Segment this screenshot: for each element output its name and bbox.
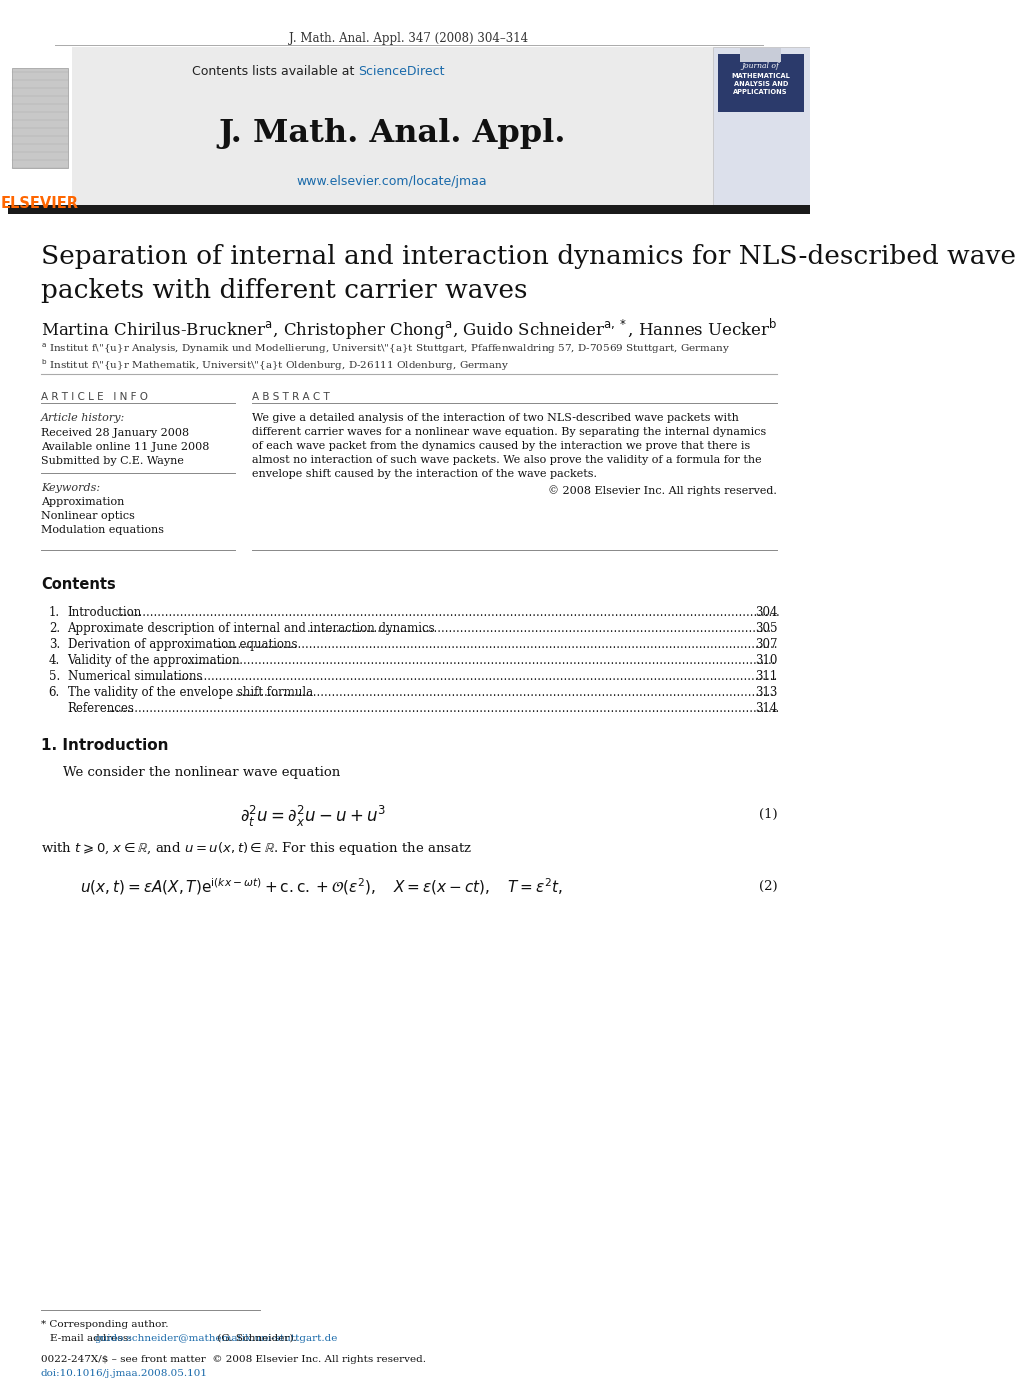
- Bar: [713, 48, 810, 206]
- Text: Nonlinear optics: Nonlinear optics: [41, 512, 135, 521]
- Text: Submitted by C.E. Wayne: Submitted by C.E. Wayne: [41, 456, 183, 466]
- Text: Article history:: Article history:: [41, 412, 125, 424]
- Text: Approximate description of internal and interaction dynamics: Approximate description of internal and …: [68, 622, 435, 635]
- Text: Validity of the approximation: Validity of the approximation: [68, 654, 241, 667]
- Text: $u(x,t) = \varepsilon A(X,T)\mathrm{e}^{\mathrm{i}(kx-\omega t)} + \mathrm{c.c.}: $u(x,t) = \varepsilon A(X,T)\mathrm{e}^{…: [80, 877, 563, 896]
- Text: ELSEVIER: ELSEVIER: [0, 196, 78, 211]
- Text: 304: 304: [755, 605, 777, 619]
- Text: ................................................................................: ........................................…: [153, 670, 778, 684]
- Text: E-mail address:: E-mail address:: [50, 1334, 135, 1343]
- Text: (G. Schneider).: (G. Schneider).: [214, 1334, 297, 1343]
- Text: guido.schneider@mathematik.uni-stuttgart.de: guido.schneider@mathematik.uni-stuttgart…: [95, 1334, 338, 1343]
- Text: 1. Introduction: 1. Introduction: [41, 738, 168, 754]
- Text: ................................................................................: ........................................…: [117, 605, 780, 619]
- Text: A R T I C L E   I N F O: A R T I C L E I N F O: [41, 391, 147, 403]
- Text: 310: 310: [755, 654, 777, 667]
- Text: We consider the nonlinear wave equation: We consider the nonlinear wave equation: [62, 766, 340, 779]
- Text: * Corresponding author.: * Corresponding author.: [41, 1320, 168, 1329]
- Text: 307: 307: [755, 637, 777, 651]
- Text: ScienceDirect: ScienceDirect: [358, 64, 444, 78]
- Text: 313: 313: [755, 686, 777, 699]
- Text: The validity of the envelope shift formula: The validity of the envelope shift formu…: [68, 686, 312, 699]
- Text: 5.: 5.: [49, 670, 60, 684]
- Text: MATHEMATICAL
ANALYSIS AND
APPLICATIONS: MATHEMATICAL ANALYSIS AND APPLICATIONS: [731, 73, 791, 95]
- Text: doi:10.1016/j.jmaa.2008.05.101: doi:10.1016/j.jmaa.2008.05.101: [41, 1369, 208, 1378]
- Text: 305: 305: [755, 622, 777, 635]
- Bar: [718, 55, 804, 112]
- Text: Contents lists available at: Contents lists available at: [191, 64, 358, 78]
- Text: ................................................................................: ........................................…: [215, 637, 778, 651]
- Bar: [12, 69, 69, 168]
- Text: $^{\rm a}$ Institut f\"{u}r Analysis, Dynamik und Modellierung, Universit\"{a}t : $^{\rm a}$ Institut f\"{u}r Analysis, Dy…: [41, 343, 730, 356]
- Text: ................................................................................: ........................................…: [109, 702, 780, 714]
- Text: Numerical simulations: Numerical simulations: [68, 670, 202, 684]
- Bar: [73, 48, 713, 206]
- Text: $^{\rm b}$ Institut f\"{u}r Mathematik, Universit\"{a}t Oldenburg, D-26111 Olden: $^{\rm b}$ Institut f\"{u}r Mathematik, …: [41, 356, 509, 373]
- Bar: [8, 48, 73, 206]
- Text: J. Math. Anal. Appl. 347 (2008) 304–314: J. Math. Anal. Appl. 347 (2008) 304–314: [290, 32, 528, 45]
- Text: Keywords:: Keywords:: [41, 482, 100, 493]
- Text: A B S T R A C T: A B S T R A C T: [252, 391, 330, 403]
- Text: www.elsevier.com/locate/jmaa: www.elsevier.com/locate/jmaa: [297, 175, 487, 187]
- Text: different carrier waves for a nonlinear wave equation. By separating the interna: different carrier waves for a nonlinear …: [252, 426, 767, 438]
- Text: We give a detailed analysis of the interaction of two NLS-described wave packets: We give a detailed analysis of the inter…: [252, 412, 739, 424]
- Text: Derivation of approximation equations: Derivation of approximation equations: [68, 637, 297, 651]
- Text: Received 28 January 2008: Received 28 January 2008: [41, 428, 189, 438]
- Text: 2.: 2.: [49, 622, 59, 635]
- Text: (2): (2): [759, 879, 777, 893]
- Text: envelope shift caused by the interaction of the wave packets.: envelope shift caused by the interaction…: [252, 468, 597, 480]
- Text: J. Math. Anal. Appl.: J. Math. Anal. Appl.: [218, 117, 565, 150]
- Text: Contents: Contents: [41, 577, 116, 591]
- Text: Separation of internal and interaction dynamics for NLS-described wave: Separation of internal and interaction d…: [41, 245, 1016, 268]
- Text: 6.: 6.: [49, 686, 60, 699]
- Bar: [740, 48, 781, 62]
- Bar: [8, 206, 810, 214]
- Text: Modulation equations: Modulation equations: [41, 526, 164, 535]
- Text: 0022-247X/$ – see front matter  © 2008 Elsevier Inc. All rights reserved.: 0022-247X/$ – see front matter © 2008 El…: [41, 1355, 426, 1364]
- Text: Approximation: Approximation: [41, 498, 124, 507]
- Text: 1.: 1.: [49, 605, 59, 619]
- Text: ................................................................................: ........................................…: [183, 654, 776, 667]
- Text: ................................................................................: ........................................…: [306, 622, 771, 635]
- Text: with $t\geqslant 0$, $x\in\mathbb{R}$, and $u=u(x,t)\in\mathbb{R}$. For this equ: with $t\geqslant 0$, $x\in\mathbb{R}$, a…: [41, 840, 472, 857]
- Text: $\partial_t^2 u = \partial_x^2 u - u + u^3$: $\partial_t^2 u = \partial_x^2 u - u + u…: [241, 804, 386, 829]
- Text: 4.: 4.: [49, 654, 60, 667]
- Text: (1): (1): [759, 808, 777, 821]
- Text: Journal of: Journal of: [741, 62, 779, 70]
- Text: References: References: [68, 702, 134, 714]
- Text: packets with different carrier waves: packets with different carrier waves: [41, 278, 527, 303]
- Text: Martina Chirilus-Bruckner$^{\rm a}$, Christopher Chong$^{\rm a}$, Guido Schneide: Martina Chirilus-Bruckner$^{\rm a}$, Chr…: [41, 317, 777, 343]
- Text: Available online 11 June 2008: Available online 11 June 2008: [41, 442, 209, 452]
- Text: ................................................................................: ........................................…: [236, 686, 775, 699]
- Text: 311: 311: [755, 670, 777, 684]
- Text: almost no interaction of such wave packets. We also prove the validity of a form: almost no interaction of such wave packe…: [252, 454, 762, 466]
- Text: Introduction: Introduction: [68, 605, 141, 619]
- Text: of each wave packet from the dynamics caused by the interaction we prove that th: of each wave packet from the dynamics ca…: [252, 440, 751, 452]
- Text: 3.: 3.: [49, 637, 60, 651]
- Text: © 2008 Elsevier Inc. All rights reserved.: © 2008 Elsevier Inc. All rights reserved…: [548, 485, 777, 496]
- Text: 314: 314: [755, 702, 777, 714]
